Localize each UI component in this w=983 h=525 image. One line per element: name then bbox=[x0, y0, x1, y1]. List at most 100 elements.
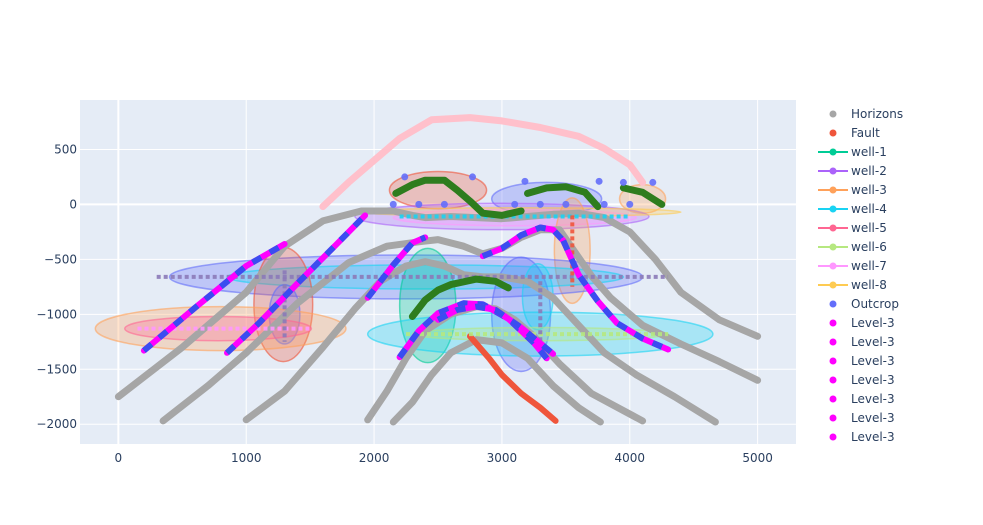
legend-marker bbox=[829, 262, 837, 270]
legend-item: Level-3 bbox=[829, 373, 895, 387]
green-interval-line bbox=[408, 275, 512, 320]
y-tick-label: 500 bbox=[54, 142, 77, 156]
legend-item: well-1 bbox=[818, 145, 887, 159]
legend-label: Fault bbox=[851, 126, 880, 140]
outcrop-point bbox=[595, 177, 603, 185]
legend-label: Level-3 bbox=[851, 316, 895, 330]
legend-label: well-7 bbox=[851, 259, 887, 273]
legend-item: Level-3 bbox=[829, 411, 895, 425]
legend-marker bbox=[829, 186, 837, 194]
legend-item: Level-3 bbox=[829, 335, 895, 349]
pink-horizon-line bbox=[319, 114, 647, 211]
legend-item: Level-3 bbox=[829, 392, 895, 406]
level-3-line-overlay bbox=[365, 234, 427, 300]
legend-label: well-1 bbox=[851, 145, 887, 159]
legend-item: Horizons bbox=[829, 107, 903, 121]
green-interval-line bbox=[619, 184, 666, 208]
legend-marker bbox=[829, 243, 837, 251]
outcrop-point bbox=[389, 200, 397, 208]
plot-marks bbox=[94, 114, 762, 426]
plot-background bbox=[80, 100, 796, 444]
legend-marker bbox=[829, 319, 837, 327]
outcrop-point bbox=[511, 200, 519, 208]
x-tick-label: 2000 bbox=[359, 451, 390, 465]
legend-item: well-6 bbox=[818, 240, 887, 254]
legend-label: well-5 bbox=[851, 221, 887, 235]
outcrop-point bbox=[536, 200, 544, 208]
legend-item: Level-3 bbox=[829, 430, 895, 444]
fault-line bbox=[467, 333, 559, 424]
level-3-line-overlay bbox=[224, 213, 368, 355]
legend-marker bbox=[829, 224, 837, 232]
legend-label: well-4 bbox=[851, 202, 887, 216]
legend-label: Level-3 bbox=[851, 430, 895, 444]
y-axis-ticks: 500 0 −500 −1000 −1500 −2000 bbox=[36, 142, 77, 431]
legend-marker bbox=[829, 300, 837, 308]
x-axis-ticks: 0 1000 2000 3000 4000 5000 bbox=[115, 451, 773, 465]
legend-marker bbox=[829, 167, 837, 175]
x-tick-label: 4000 bbox=[615, 451, 646, 465]
legend-label: Level-3 bbox=[851, 335, 895, 349]
legend-label: Level-3 bbox=[851, 373, 895, 387]
y-tick-label: −2000 bbox=[36, 417, 77, 431]
legend-label: Horizons bbox=[851, 107, 903, 121]
legend-marker bbox=[829, 148, 837, 156]
legend-marker bbox=[829, 414, 837, 422]
legend-marker bbox=[829, 110, 837, 118]
legend-marker bbox=[829, 281, 837, 289]
x-tick-label: 1000 bbox=[231, 451, 262, 465]
level-3-line-overlay bbox=[397, 300, 550, 361]
legend-marker bbox=[829, 433, 837, 441]
outcrop-point bbox=[649, 178, 657, 186]
x-tick-label: 0 bbox=[115, 451, 123, 465]
legend-label: well-3 bbox=[851, 183, 887, 197]
legend-marker bbox=[829, 357, 837, 365]
outcrop-point bbox=[600, 200, 608, 208]
outcrop-point bbox=[415, 200, 423, 208]
legend-item: Fault bbox=[829, 126, 880, 140]
green-interval-line bbox=[524, 183, 602, 211]
y-tick-label: −1000 bbox=[36, 307, 77, 321]
outcrop-point bbox=[562, 200, 570, 208]
legend-marker bbox=[829, 129, 837, 137]
legend-label: well-6 bbox=[851, 240, 887, 254]
legend-marker bbox=[829, 376, 837, 384]
level-3-line-overlay bbox=[560, 239, 670, 353]
outcrop-point bbox=[401, 173, 409, 181]
legend-marker bbox=[829, 338, 837, 346]
y-tick-label: −500 bbox=[44, 252, 77, 266]
x-tick-label: 5000 bbox=[742, 451, 773, 465]
legend-item: Outcrop bbox=[829, 297, 899, 311]
legend-item: well-7 bbox=[818, 259, 887, 273]
legend-item: well-5 bbox=[818, 221, 887, 235]
legend-item: Level-3 bbox=[829, 354, 895, 368]
level-3-line bbox=[140, 241, 288, 354]
outcrop-point bbox=[469, 173, 477, 181]
level-3-line-overlay bbox=[481, 224, 566, 259]
legend-item: well-4 bbox=[818, 202, 887, 216]
horizon-line bbox=[389, 336, 604, 426]
horizon-line bbox=[114, 207, 762, 401]
legend-label: Outcrop bbox=[851, 297, 899, 311]
level-3-line bbox=[435, 303, 557, 357]
y-tick-label: 0 bbox=[69, 197, 77, 211]
legend-item: Level-3 bbox=[829, 316, 895, 330]
legend: Horizons Fault well-1 well-2 well-3 well-4 wel… bbox=[818, 107, 903, 444]
legend-label: Level-3 bbox=[851, 392, 895, 406]
y-tick-label: −1500 bbox=[36, 362, 77, 376]
outcrop-point bbox=[619, 178, 627, 186]
outcrop-point bbox=[521, 177, 529, 185]
green-interval-line bbox=[392, 176, 525, 219]
legend-label: well-2 bbox=[851, 164, 887, 178]
legend-label: well-8 bbox=[851, 278, 887, 292]
x-tick-label: 3000 bbox=[487, 451, 518, 465]
legend-label: Level-3 bbox=[851, 411, 895, 425]
legend-marker bbox=[829, 395, 837, 403]
legend-item: well-3 bbox=[818, 183, 887, 197]
plot-area bbox=[94, 114, 762, 426]
outcrop-point bbox=[626, 200, 634, 208]
legend-item: well-2 bbox=[818, 164, 887, 178]
legend-item: well-8 bbox=[818, 278, 887, 292]
legend-marker bbox=[829, 205, 837, 213]
